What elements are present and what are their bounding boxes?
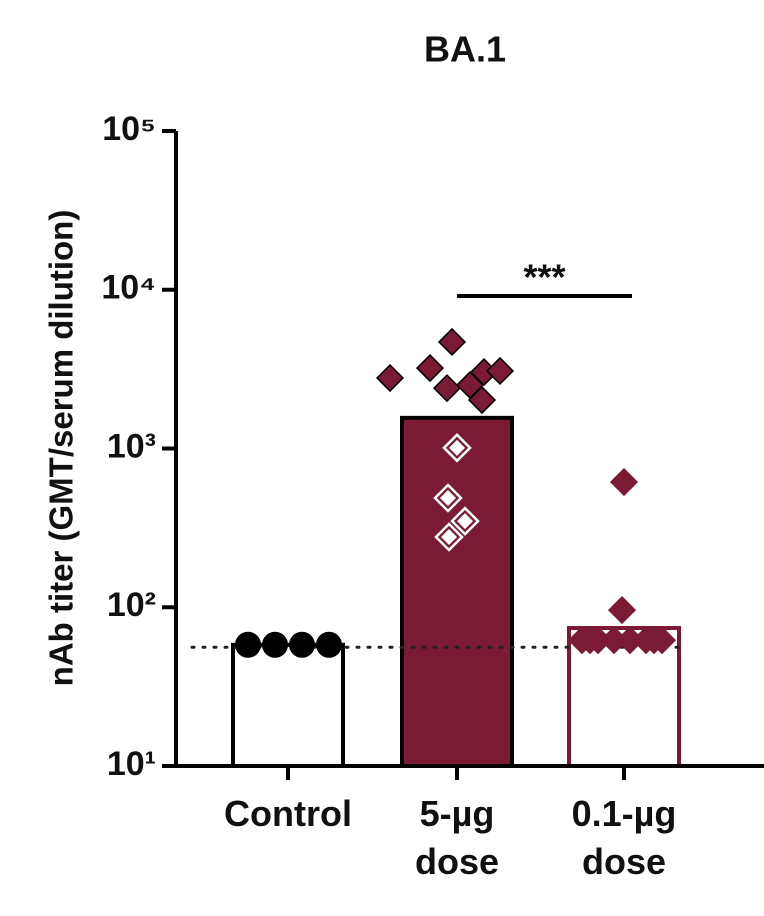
y-tick-label: 10¹ xyxy=(107,745,156,783)
data-point xyxy=(375,363,405,393)
data-point xyxy=(289,631,315,658)
data-point xyxy=(607,596,637,625)
y-tick-label: 10³ xyxy=(107,427,156,465)
data-point xyxy=(415,354,445,383)
data-point xyxy=(316,631,342,658)
x-tick-label: Control xyxy=(224,793,352,834)
data-point xyxy=(609,467,639,497)
y-tick-label: 10⁴ xyxy=(101,269,156,307)
y-axis-label: nAb titer (GMT/serum dilution) xyxy=(43,210,80,687)
chart-title: BA.1 xyxy=(424,29,506,70)
data-point-inner xyxy=(449,439,465,456)
data-point xyxy=(467,385,497,415)
data-point-inner xyxy=(441,529,457,546)
x-tick-label: 0.1-µg dose xyxy=(571,793,677,882)
data-point xyxy=(485,356,515,386)
bar xyxy=(400,415,514,768)
data-point xyxy=(437,327,467,357)
significance-label: *** xyxy=(523,257,565,298)
x-tick-label: 5-µg dose xyxy=(414,793,500,882)
bar xyxy=(231,642,345,768)
data-point-inner xyxy=(440,489,456,506)
data-point-inner xyxy=(457,513,473,530)
y-tick-label: 10² xyxy=(107,586,156,624)
data-point xyxy=(235,631,261,658)
data-point xyxy=(262,631,288,658)
y-tick-label: 10⁵ xyxy=(102,110,156,148)
data-point xyxy=(575,626,605,655)
data-point xyxy=(639,626,669,655)
data-point xyxy=(432,374,462,403)
